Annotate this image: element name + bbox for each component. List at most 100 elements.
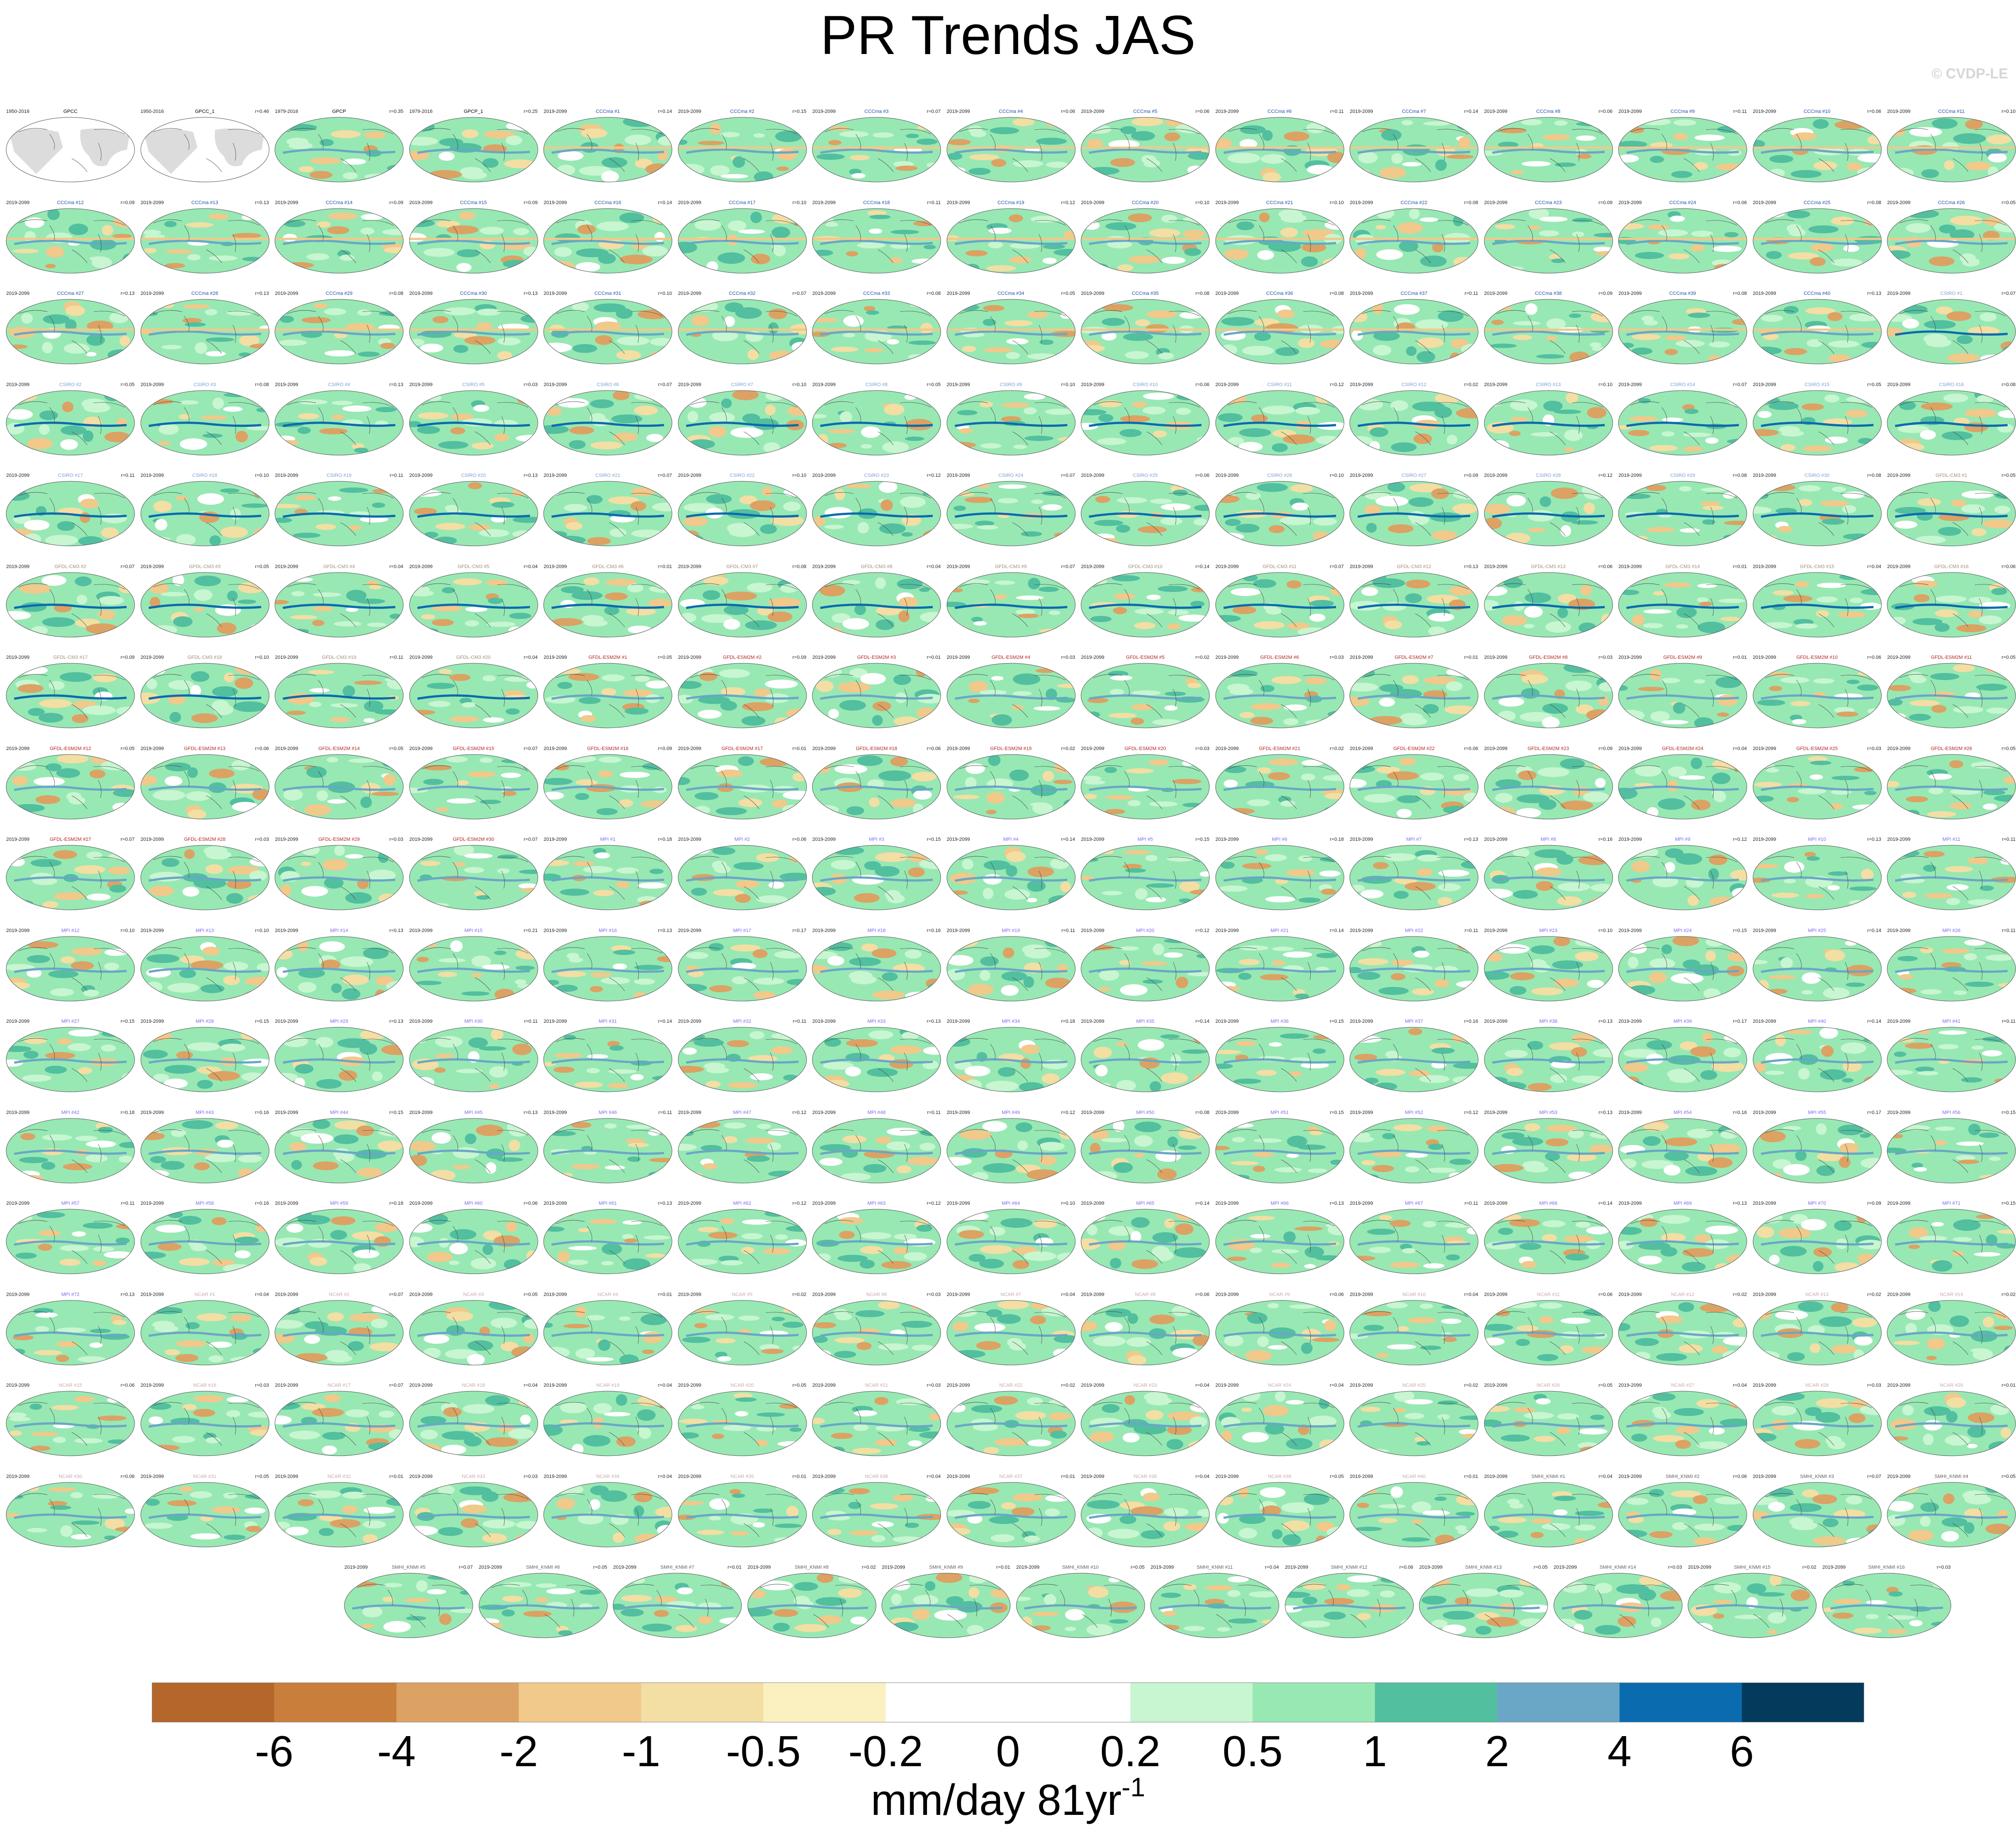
panel-period: 2019-2099 (1688, 1565, 1711, 1570)
panel-pattern-correlation: r=0.13 (658, 1201, 672, 1206)
panel-title: MPI #8 (1541, 837, 1556, 842)
panel-title: MPI #49 (1002, 1110, 1020, 1115)
map-panel: 2019-2099 GFDL-ESM2M #23 r=0.09 (1483, 746, 1614, 821)
panel-title: SMHI_KNMI #9 (929, 1565, 963, 1570)
world-map (812, 117, 941, 182)
panel-pattern-correlation: r=0.08 (1195, 291, 1210, 296)
map-panel: 2019-2099 SMHI_KNMI #4 r=0.05 (1886, 1474, 2016, 1549)
panel-title: CSIRO #28 (1536, 473, 1561, 478)
map-panel: 2019-2099 MPI #17 r=0.17 (677, 928, 807, 1003)
world-map (1887, 572, 2016, 637)
panel-title: MPI #30 (464, 1019, 483, 1024)
map-panel: 2019-2099 CSIRO #13 r=0.10 (1483, 382, 1614, 457)
map-panel: 2019-2099 CSIRO #15 r=0.05 (1752, 382, 1882, 457)
world-map (678, 754, 807, 819)
panel-period: 2019-2099 (544, 746, 567, 751)
map-panel: 2019-2099 SMHI_KNMI #2 r=0.06 (1618, 1474, 1748, 1549)
panel-title: MPI #70 (1808, 1201, 1826, 1206)
panel-pattern-correlation: r=0.10 (255, 655, 269, 660)
panel-period: 2019-2099 (613, 1565, 637, 1570)
world-map (1484, 1300, 1613, 1365)
world-map (1753, 1300, 1881, 1365)
map-panel: 2019-2099 NCAR #37 r=0.01 (946, 1474, 1076, 1549)
panel-period: 2019-2099 (140, 837, 164, 842)
colorbar-segment (152, 1683, 274, 1722)
panel-pattern-correlation: r=0.14 (1061, 837, 1075, 842)
map-panel: 2019-2099 MPI #36 r=0.15 (1215, 1018, 1345, 1094)
map-panel: 2019-2099 MPI #23 r=0.10 (1483, 928, 1614, 1003)
map-panel: 2019-2099 CCCma #32 r=0.07 (677, 290, 807, 366)
panel-period: 2019-2099 (1350, 1201, 1373, 1206)
map-panel: 2019-2099 MPI #26 r=0.11 (1886, 928, 2016, 1003)
panel-period: 2019-2099 (946, 1110, 970, 1115)
panel-period: 2019-2099 (140, 200, 164, 205)
panel-period: 2019-2099 (544, 1383, 567, 1388)
colorbar-tick-label: 0.5 (1222, 1727, 1283, 1775)
colorbar-tick-label: 6 (1730, 1727, 1754, 1775)
panel-pattern-correlation: r=0.03 (1668, 1565, 1682, 1570)
colorbar-tick-label: -0.5 (726, 1727, 801, 1775)
panel-title: GFDL-CM3 #18 (187, 655, 222, 660)
panel-period: 2019-2099 (1081, 1474, 1105, 1479)
world-map (1753, 845, 1881, 910)
panel-period: 2019-2099 (1215, 655, 1239, 660)
panel-period: 2019-2099 (6, 746, 30, 751)
panel-title: CCCma #30 (460, 291, 487, 296)
world-map (140, 481, 269, 546)
panel-pattern-correlation: r=0.02 (1061, 746, 1075, 751)
world-map (1887, 299, 2016, 364)
world-map (678, 117, 807, 182)
panel-period: 2019-2099 (1753, 109, 1777, 114)
panel-title: MPI #54 (1673, 1110, 1692, 1115)
map-panel: 2019-2099 CCCma #20 r=0.10 (1080, 200, 1210, 275)
panel-pattern-correlation: r=0.05 (792, 1383, 807, 1388)
panel-pattern-correlation: r=0.15 (1330, 1019, 1344, 1024)
world-map (1553, 1573, 1682, 1638)
panel-period: 2019-2099 (275, 382, 298, 387)
panel-title: CSIRO #8 (865, 382, 888, 387)
panel-title: GFDL-ESM2M #7 (1394, 655, 1433, 660)
panel-title: NCAR #33 (462, 1474, 485, 1479)
world-map (1081, 572, 1210, 637)
panel-period: 2019-2099 (140, 1383, 164, 1388)
world-map (140, 1482, 269, 1547)
world-map (140, 299, 269, 364)
map-panel: 2019-2099 GFDL-ESM2M #2 r=0.09 (677, 654, 807, 730)
world-map (1215, 208, 1344, 273)
panel-period: 2019-2099 (409, 837, 433, 842)
map-panel: 2019-2099 CCCma #26 r=0.05 (1886, 200, 2016, 275)
world-map (678, 1118, 807, 1183)
panel-title: CSIRO #15 (1804, 382, 1830, 387)
map-panel: 2019-2099 MPI #32 r=0.11 (677, 1018, 807, 1094)
map-panel: 2019-2099 CCCma #3 r=0.07 (811, 108, 942, 184)
map-panel: 2019-2099 CSIRO #3 r=0.08 (140, 382, 270, 457)
panel-title: CCCma #34 (997, 291, 1024, 296)
panel-period: 2019-2099 (1151, 1565, 1174, 1570)
world-map (747, 1573, 876, 1638)
panel-period: 2019-2099 (1618, 1474, 1642, 1479)
panel-pattern-correlation: r=0.02 (862, 1565, 876, 1570)
panel-period: 2019-2099 (1484, 109, 1508, 114)
panel-title: CSIRO #6 (596, 382, 619, 387)
panel-period: 2019-2099 (946, 1383, 970, 1388)
map-panel: 2019-2099 CSIRO #22 r=0.10 (677, 472, 807, 548)
panel-period: 2019-2099 (812, 291, 836, 296)
panel-period: 2019-2099 (1215, 109, 1239, 114)
panel-title: MPI #59 (330, 1201, 348, 1206)
map-panel: 2019-2099 MPI #14 r=0.13 (274, 928, 404, 1003)
panel-pattern-correlation: r=0.04 (389, 564, 404, 569)
map-panel: 2019-2099 SMHI_KNMI #16 r=0.03 (1822, 1564, 1952, 1640)
panel-pattern-correlation: r=0.10 (792, 382, 807, 387)
map-panel: 2019-2099 CCCma #12 r=0.09 (5, 200, 135, 275)
world-map (6, 117, 135, 182)
panel-title: GFDL-CM3 #20 (456, 655, 491, 660)
panel-pattern-correlation: r=0.15 (1195, 837, 1210, 842)
panel-period: 2019-2099 (946, 1019, 970, 1024)
panel-period: 2019-2099 (747, 1565, 771, 1570)
world-map (1081, 208, 1210, 273)
panel-title: MPI #66 (1271, 1201, 1289, 1206)
panel-title: MPI #11 (1942, 837, 1961, 842)
panel-title: GFDL-CM3 #16 (1934, 564, 1969, 569)
map-panel: 2019-2099 GFDL-ESM2M #21 r=0.02 (1215, 746, 1345, 821)
panel-title: GFDL-CM3 #11 (1263, 564, 1297, 569)
